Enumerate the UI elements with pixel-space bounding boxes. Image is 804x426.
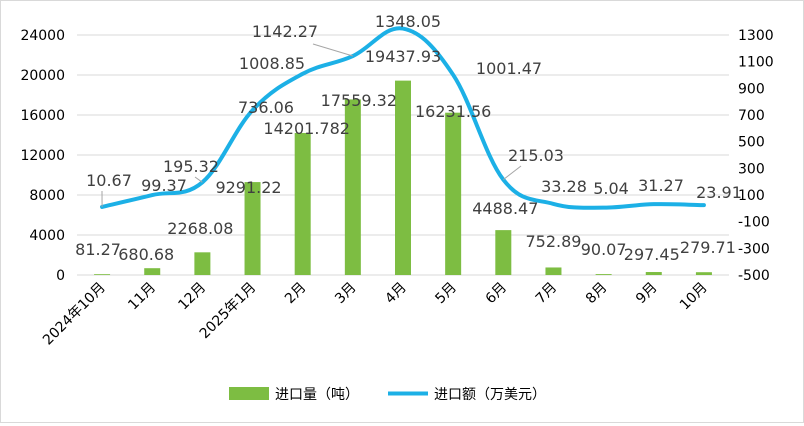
left-tick-label: 0 xyxy=(56,268,65,284)
right-tick-label: -100 xyxy=(738,215,770,231)
right-tick-label: 1300 xyxy=(738,28,774,44)
leader-line xyxy=(313,44,353,56)
bar-data-label: 279.71 xyxy=(680,238,736,257)
line-data-label: 195.32 xyxy=(163,157,219,176)
bar-data-label: 4488.47 xyxy=(472,199,538,218)
left-tick-label: 24000 xyxy=(20,28,65,44)
line-data-label: 31.27 xyxy=(638,176,684,195)
legend: 进口量（吨） 进口额（万美元） xyxy=(229,387,546,403)
bar xyxy=(295,133,311,275)
bar-data-label: 9291.22 xyxy=(215,178,281,197)
bar xyxy=(445,113,461,275)
bar-data-label: 752.89 xyxy=(525,232,581,251)
line-data-label: 1348.05 xyxy=(375,12,441,31)
x-category-label: 5月 xyxy=(432,280,460,308)
legend-line-label: 进口额（万美元） xyxy=(434,387,546,403)
line-data-label: 5.04 xyxy=(593,179,629,198)
x-category-label: 2月 xyxy=(282,280,310,308)
x-category-label: 10月 xyxy=(677,280,711,314)
x-category-label: 9月 xyxy=(633,280,661,308)
bar-data-label: 2268.08 xyxy=(167,219,233,238)
x-category-label: 7月 xyxy=(533,280,561,308)
right-tick-label: 500 xyxy=(738,135,765,151)
x-category-label: 12月 xyxy=(175,280,209,314)
x-category-label: 3月 xyxy=(332,280,360,308)
right-tick-label: -300 xyxy=(738,241,770,257)
left-tick-label: 4000 xyxy=(29,228,65,244)
left-tick-label: 12000 xyxy=(20,148,65,164)
x-category-label: 2024年10月 xyxy=(40,280,109,349)
right-tick-label: -500 xyxy=(738,268,770,284)
bar xyxy=(545,267,561,275)
line-data-label: 10.67 xyxy=(86,171,132,190)
right-tick-label: 100 xyxy=(738,188,765,204)
bar-data-label: 297.45 xyxy=(624,245,680,264)
x-category-label: 4月 xyxy=(382,280,410,308)
bar xyxy=(395,81,411,275)
bar-data-label: 19437.93 xyxy=(365,47,441,66)
bar xyxy=(495,230,511,275)
leader-line xyxy=(195,177,202,182)
bar-data-label: 17559.32 xyxy=(321,91,397,110)
bar-data-label: 81.27 xyxy=(75,240,121,259)
bar xyxy=(646,272,662,275)
bar-data-label: 14201.782 xyxy=(263,119,350,138)
left-tick-label: 8000 xyxy=(29,188,65,204)
bar xyxy=(144,268,160,275)
leader-line xyxy=(503,166,521,180)
x-category-label: 8月 xyxy=(583,280,611,308)
line-data-label: 1001.47 xyxy=(476,59,542,78)
x-category-label: 11月 xyxy=(125,280,159,314)
bar xyxy=(596,274,612,275)
bar xyxy=(696,272,712,275)
line-data-label: 23.91 xyxy=(696,183,742,202)
left-tick-label: 20000 xyxy=(20,68,65,84)
bar-data-label: 90.07 xyxy=(581,240,627,259)
right-tick-label: 1100 xyxy=(738,55,774,71)
right-tick-label: 700 xyxy=(738,108,765,124)
right-axis-ticks: -500 -300 -100 100 300 500 700 900 1100 1300 xyxy=(738,28,774,284)
bar-data-label: 680.68 xyxy=(118,245,174,264)
left-axis-ticks: 0 4000 8000 12000 16000 20000 24000 xyxy=(20,28,65,284)
right-tick-label: 900 xyxy=(738,81,765,97)
line-data-label: 736.06 xyxy=(238,98,294,117)
line-data-label: 1008.85 xyxy=(239,54,305,73)
legend-bar-label: 进口量（吨） xyxy=(275,387,359,403)
line-data-label: 99.37 xyxy=(141,176,187,195)
bar-data-label: 16231.56 xyxy=(415,102,491,121)
bar xyxy=(194,252,210,275)
x-category-label: 6月 xyxy=(483,280,511,308)
right-tick-label: 300 xyxy=(738,161,765,177)
line-data-label: 215.03 xyxy=(508,146,564,165)
bar xyxy=(94,274,110,275)
left-tick-label: 16000 xyxy=(20,108,65,124)
legend-bar-swatch xyxy=(229,387,269,400)
line-data-label: 33.28 xyxy=(541,177,587,196)
line-data-label: 1142.27 xyxy=(252,22,318,41)
